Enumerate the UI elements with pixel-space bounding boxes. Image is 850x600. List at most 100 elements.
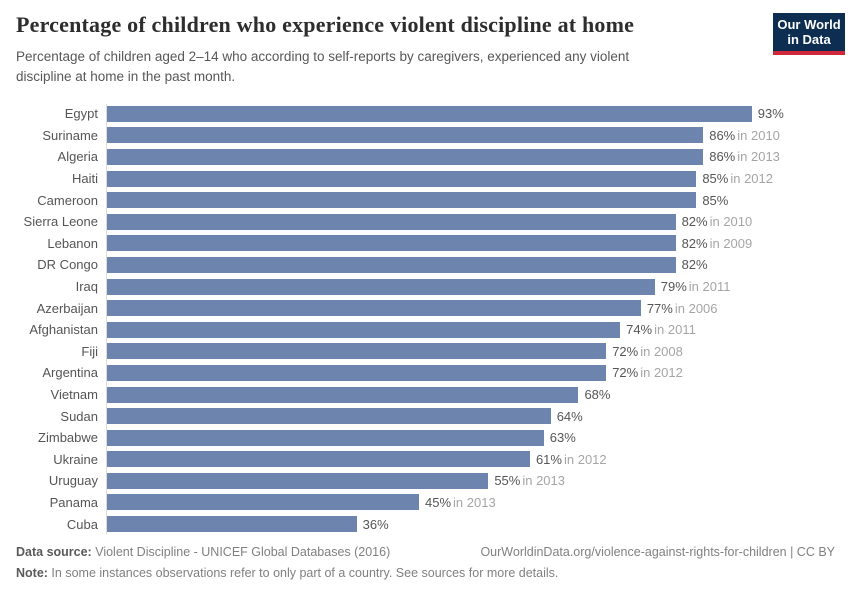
bar[interactable] bbox=[107, 213, 676, 230]
bar-track: 36% bbox=[107, 516, 835, 533]
table-row: Argentina 72% in 2012 bbox=[16, 362, 835, 384]
table-row: Zimbabwe 63% bbox=[16, 427, 835, 449]
year-label: in 2010 bbox=[737, 127, 780, 143]
table-row: Vietnam 68% bbox=[16, 384, 835, 406]
bar-track: 85% in 2012 bbox=[107, 170, 835, 187]
table-row: DR Congo 82% bbox=[16, 254, 835, 276]
table-row: Cuba 36% bbox=[16, 513, 835, 535]
bar-track: 68% bbox=[107, 386, 835, 403]
country-label: Afghanistan bbox=[29, 322, 98, 338]
value-label: 86% bbox=[709, 127, 736, 143]
bar[interactable] bbox=[107, 278, 655, 295]
value-label: 82% bbox=[681, 235, 708, 251]
note-text: In some instances observations refer to … bbox=[47, 566, 559, 580]
bar-track: 72% in 2012 bbox=[107, 364, 835, 381]
bar[interactable] bbox=[107, 148, 704, 165]
bar[interactable] bbox=[107, 429, 544, 446]
bar-track: 86% in 2013 bbox=[107, 148, 835, 165]
year-label: in 2008 bbox=[640, 343, 683, 359]
owid-logo[interactable]: Our World in Data bbox=[773, 13, 845, 55]
data-source-text: Violent Discipline - UNICEF Global Datab… bbox=[91, 545, 391, 559]
bar[interactable] bbox=[107, 472, 489, 489]
y-axis-line bbox=[106, 104, 107, 534]
value-label: 68% bbox=[584, 387, 611, 403]
bar[interactable] bbox=[107, 105, 752, 122]
owid-logo-line1: Our World bbox=[777, 17, 841, 32]
year-label: in 2013 bbox=[453, 494, 496, 510]
bar-track: 64% bbox=[107, 408, 835, 425]
value-label: 77% bbox=[646, 300, 673, 316]
bar-track: 63% bbox=[107, 429, 835, 446]
bar-track: 93% bbox=[107, 105, 835, 122]
owid-logo-line2: in Data bbox=[787, 32, 831, 48]
value-label: 82% bbox=[681, 214, 708, 230]
table-row: Algeria 86% in 2013 bbox=[16, 146, 835, 168]
table-row: Afghanistan 74% in 2011 bbox=[16, 319, 835, 341]
bar[interactable] bbox=[107, 300, 641, 317]
value-label: 55% bbox=[494, 473, 521, 489]
country-label: Vietnam bbox=[50, 387, 98, 403]
year-label: in 2011 bbox=[654, 322, 696, 338]
bar[interactable] bbox=[107, 192, 697, 209]
bar[interactable] bbox=[107, 451, 530, 468]
year-label: in 2012 bbox=[640, 365, 683, 381]
bar-track: 79% in 2011 bbox=[107, 278, 835, 295]
year-label: in 2011 bbox=[688, 279, 731, 295]
bar-track: 86% in 2010 bbox=[107, 127, 835, 144]
bar-track: 45% in 2013 bbox=[107, 494, 835, 511]
bar-track: 55% in 2013 bbox=[107, 472, 835, 489]
year-label: in 2012 bbox=[730, 171, 773, 187]
year-label: in 2006 bbox=[674, 300, 718, 316]
country-label: Algeria bbox=[57, 149, 98, 165]
bar[interactable] bbox=[107, 256, 676, 273]
chart-footer: Data source: Violent Discipline - UNICEF… bbox=[16, 545, 835, 580]
country-label: Panama bbox=[49, 494, 98, 510]
country-label: Haiti bbox=[71, 171, 98, 187]
bar[interactable] bbox=[107, 408, 551, 425]
table-row: Egypt 93% bbox=[16, 103, 835, 125]
table-row: Ukraine 61% in 2012 bbox=[16, 449, 835, 471]
table-row: Iraq 79% in 2011 bbox=[16, 276, 835, 298]
country-label: Suriname bbox=[42, 127, 98, 143]
note-label: Note: bbox=[16, 566, 48, 580]
year-label: in 2013 bbox=[737, 149, 780, 165]
value-label: 72% bbox=[612, 365, 639, 381]
bar-track: 82% in 2009 bbox=[107, 235, 835, 252]
bar[interactable] bbox=[107, 235, 676, 252]
value-label: 86% bbox=[709, 149, 736, 165]
country-label: Iraq bbox=[75, 279, 98, 295]
country-label: Argentina bbox=[42, 365, 98, 381]
value-label: 64% bbox=[556, 408, 583, 424]
bar[interactable] bbox=[107, 516, 357, 533]
country-label: Lebanon bbox=[47, 235, 98, 251]
bar-track: 82% bbox=[107, 256, 835, 273]
country-label: Cameroon bbox=[37, 192, 98, 208]
bar-track: 74% in 2011 bbox=[107, 321, 835, 338]
bar-track: 82% in 2010 bbox=[107, 213, 835, 230]
page-title: Percentage of children who experience vi… bbox=[16, 12, 635, 37]
chart-subtitle: Percentage of children aged 2–14 who acc… bbox=[16, 49, 630, 84]
year-label: in 2013 bbox=[522, 473, 565, 489]
bar[interactable] bbox=[107, 494, 420, 511]
bar-track: 61% in 2012 bbox=[107, 451, 835, 468]
bar[interactable] bbox=[107, 364, 607, 381]
data-source-label: Data source: bbox=[16, 545, 92, 559]
table-row: Panama 45% in 2013 bbox=[16, 492, 835, 514]
bar[interactable] bbox=[107, 386, 579, 403]
owid-url-license[interactable]: OurWorldinData.org/violence-against-righ… bbox=[480, 545, 835, 559]
table-row: Sudan 64% bbox=[16, 405, 835, 427]
table-row: Lebanon 82% in 2009 bbox=[16, 233, 835, 255]
value-label: 93% bbox=[757, 106, 784, 122]
country-label: Ukraine bbox=[53, 451, 98, 467]
bar[interactable] bbox=[107, 170, 697, 187]
country-label: Cuba bbox=[66, 516, 98, 532]
bar-track: 72% in 2008 bbox=[107, 343, 835, 360]
bar[interactable] bbox=[107, 321, 621, 338]
country-label: Egypt bbox=[64, 106, 98, 122]
value-label: 45% bbox=[425, 494, 452, 510]
value-label: 72% bbox=[612, 343, 639, 359]
bar[interactable] bbox=[107, 343, 607, 360]
bar[interactable] bbox=[107, 127, 704, 144]
value-label: 85% bbox=[702, 171, 729, 187]
